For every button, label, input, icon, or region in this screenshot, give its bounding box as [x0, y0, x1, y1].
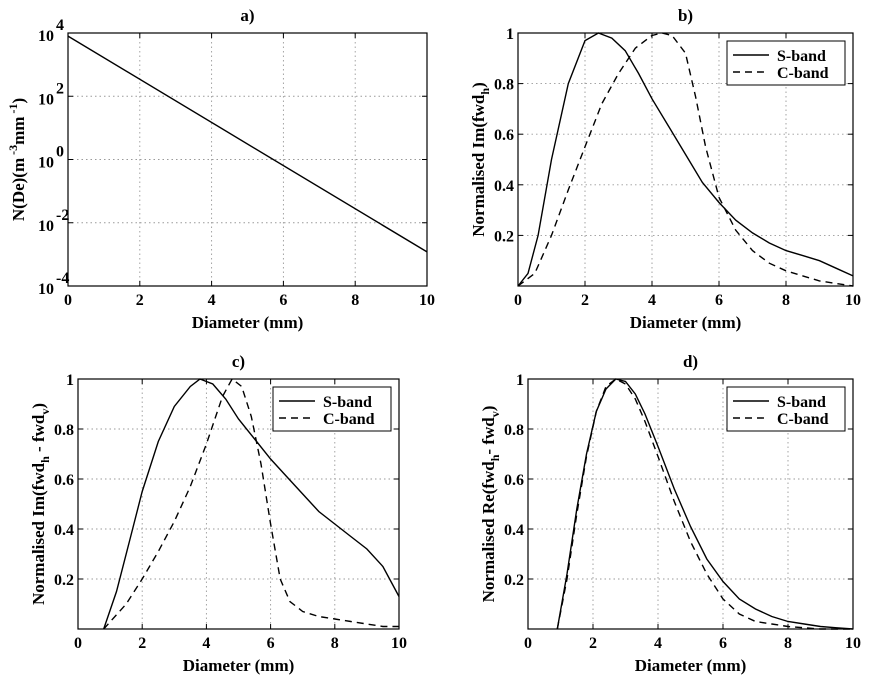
- y-tick-label: 10-4: [38, 270, 69, 298]
- y-axis-label: Normalised Im(fwdh - fwdv): [29, 403, 52, 605]
- y-tick-exponent: -2: [56, 207, 69, 224]
- legend-box: [726, 386, 846, 432]
- x-axis-label: Diameter (mm): [183, 656, 295, 675]
- y-tick-base: 10: [38, 155, 54, 172]
- panel-title: b): [678, 6, 693, 25]
- x-tick-label: 0: [514, 292, 522, 309]
- y-tick-label: 1: [506, 26, 514, 43]
- legend-label: S-band: [777, 394, 826, 411]
- series-line-c-band: [556, 378, 853, 630]
- y-tick-base: 10: [38, 281, 54, 298]
- y-tick-label: 1: [66, 372, 74, 389]
- y-axis-label: Normalised Im(fwdh): [469, 82, 492, 237]
- x-tick-label: 4: [202, 635, 210, 652]
- x-tick-label: 0: [64, 292, 72, 309]
- y-tick-label: 104: [38, 17, 64, 45]
- y-tick-label: 0.2: [54, 572, 74, 589]
- plot-frame: [77, 378, 400, 630]
- panel-title: a): [240, 6, 254, 25]
- series-line-c-band: [517, 32, 854, 287]
- x-tick-label: 2: [581, 292, 589, 309]
- y-tick-label: 0.6: [504, 472, 524, 489]
- y-axis-label: Normalised Re(fwdh- fwdv): [479, 406, 502, 603]
- y-tick-label: 102: [38, 80, 64, 108]
- x-tick-label: 4: [654, 635, 662, 652]
- y-tick-label: 0.4: [504, 522, 524, 539]
- x-tick-label: 4: [208, 292, 216, 309]
- y-tick-label: 0.8: [504, 422, 524, 439]
- x-tick-label: 10: [391, 635, 407, 652]
- x-tick-label: 10: [845, 292, 861, 309]
- x-tick-label: 6: [279, 292, 287, 309]
- y-tick-label: 0.4: [54, 522, 74, 539]
- x-tick-label: 0: [524, 635, 532, 652]
- y-tick-label: 0.6: [54, 472, 74, 489]
- x-tick-label: 4: [648, 292, 656, 309]
- x-tick-label: 8: [782, 292, 790, 309]
- x-tick-label: 2: [589, 635, 597, 652]
- series-line-data: [67, 35, 428, 253]
- y-tick-label: 10-2: [38, 207, 69, 235]
- legend-label: S-band: [323, 394, 372, 411]
- y-tick-label: 100: [38, 144, 64, 172]
- series-line-s-band: [103, 378, 400, 630]
- y-axis-label: N(De)(m -3mm -1): [6, 98, 28, 221]
- y-tick-label: 0.6: [494, 127, 514, 144]
- legend-label: S-band: [777, 48, 826, 65]
- y-tick-label: 1: [516, 372, 524, 389]
- y-tick-base: 10: [38, 91, 54, 108]
- grid-lines: [68, 33, 427, 286]
- y-tick-label: 0.8: [54, 422, 74, 439]
- panel-c: 0 2 4 6 8 10 0.2 0.4 0.6 0.8 1 c) Diameter (mm) Norma…: [29, 352, 407, 675]
- x-tick-label: 2: [136, 292, 144, 309]
- panel-d: 0 2 4 6 8 10 0.2 0.4 0.6 0.8 1 d) Diameter (mm) Norma…: [479, 352, 861, 675]
- x-axis-label: Diameter (mm): [635, 656, 747, 675]
- y-tick-exponent: 2: [56, 80, 64, 97]
- x-tick-label: 0: [74, 635, 82, 652]
- legend-box: [272, 386, 392, 432]
- x-axis-label: Diameter (mm): [630, 313, 742, 332]
- panel-title: c): [232, 352, 245, 371]
- y-tick-label: 0.4: [494, 178, 514, 195]
- x-tick-label: 6: [715, 292, 723, 309]
- x-tick-label: 10: [419, 292, 435, 309]
- panel-b: 0 2 4 6 8 10 0.2 0.4 0.6 0.8 1 b) Diameter (mm) Norma…: [469, 6, 861, 332]
- legend-box: [726, 40, 846, 86]
- plot-frame: [527, 378, 854, 630]
- panel-title: d): [683, 352, 698, 371]
- legend-label: C-band: [777, 65, 829, 82]
- x-tick-label: 2: [138, 635, 146, 652]
- plot-frame: [67, 32, 428, 287]
- series-line-c-band: [103, 377, 399, 630]
- legend-label: C-band: [777, 411, 829, 428]
- y-tick-exponent: 0: [56, 144, 64, 161]
- series-line-s-band: [517, 32, 854, 287]
- legend-label: C-band: [323, 411, 375, 428]
- x-axis-label: Diameter (mm): [192, 313, 304, 332]
- y-tick-label: 0.2: [504, 572, 524, 589]
- x-tick-label: 6: [719, 635, 727, 652]
- y-tick-label: 0.2: [494, 228, 514, 245]
- x-tick-label: 10: [845, 635, 861, 652]
- plot-frame: [517, 32, 854, 287]
- x-tick-label: 8: [784, 635, 792, 652]
- y-tick-base: 10: [38, 28, 54, 45]
- x-tick-label: 6: [267, 635, 275, 652]
- y-tick-label: 0.8: [494, 77, 514, 94]
- y-tick-exponent: 4: [56, 17, 64, 34]
- x-tick-label: 8: [351, 292, 359, 309]
- y-tick-exponent: -4: [56, 270, 69, 287]
- x-tick-label: 8: [331, 635, 339, 652]
- y-tick-base: 10: [38, 218, 54, 235]
